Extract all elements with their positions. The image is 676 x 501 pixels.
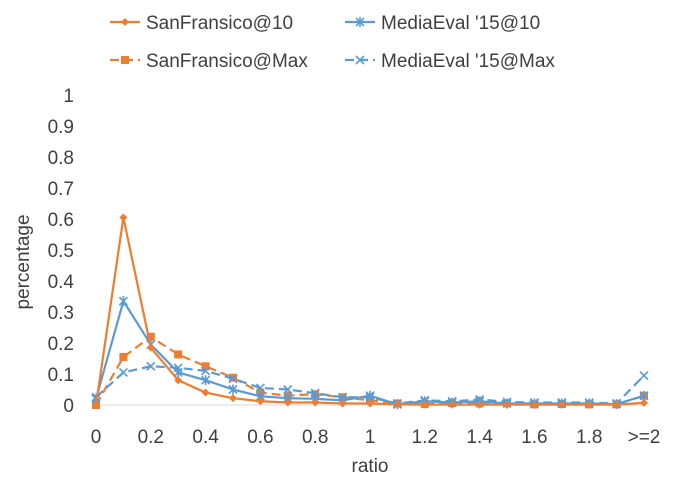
data-point — [146, 361, 156, 371]
data-point — [338, 399, 347, 408]
y-tick-label: 0.7 — [48, 179, 74, 200]
x-tick-label: 1.6 — [521, 427, 547, 448]
x-tick-label: 0.2 — [138, 427, 164, 448]
data-point — [119, 352, 128, 361]
legend-label: MediaEval '15@10 — [381, 13, 540, 34]
data-point — [118, 296, 128, 307]
y-tick-label: 0.4 — [48, 272, 75, 293]
data-point — [503, 400, 511, 409]
data-point — [121, 56, 129, 64]
x-axis-ticks: 0 0.2 0.4 0.6 0.8 1 1.2 1.4 1.6 1.8 >=2 — [91, 427, 661, 448]
legend-entry: MediaEval '15@Max — [345, 51, 555, 72]
data-point — [119, 213, 128, 222]
x-tick-label: 1 — [365, 427, 376, 448]
data-point — [448, 400, 457, 409]
data-point — [256, 397, 265, 406]
data-point — [393, 400, 402, 409]
data-point — [201, 388, 210, 397]
data-point — [283, 398, 292, 407]
y-tick-label: 0.5 — [48, 241, 74, 262]
y-tick-label: 0.2 — [48, 334, 74, 355]
y-tick-label: 0.8 — [48, 148, 74, 169]
y-axis-label: percentage — [13, 214, 34, 309]
x-tick-label: >=2 — [628, 427, 661, 448]
data-point — [475, 400, 484, 409]
data-point — [640, 398, 648, 407]
data-point — [420, 400, 429, 409]
data-point — [228, 374, 238, 384]
data-point — [365, 390, 375, 401]
x-tick-label: 0.4 — [192, 427, 219, 448]
data-point — [92, 401, 100, 409]
data-point — [228, 384, 238, 395]
legend: SanFransico@10 MediaEval '15@10 SanFransic… — [110, 13, 555, 72]
series-layer — [91, 213, 649, 410]
legend-label: MediaEval '15@Max — [381, 51, 555, 72]
series-0 — [92, 213, 648, 409]
data-point — [229, 394, 237, 403]
data-point — [585, 400, 594, 409]
data-point — [355, 55, 365, 65]
x-tick-label: 1.8 — [576, 427, 602, 448]
y-tick-label: 0.3 — [48, 303, 74, 324]
y-tick-label: 0.6 — [48, 210, 74, 231]
legend-entry: MediaEval '15@10 — [345, 13, 540, 34]
data-point — [174, 376, 183, 385]
x-tick-label: 1.4 — [466, 427, 493, 448]
data-point — [201, 366, 211, 376]
legend-label: SanFransico@Max — [146, 51, 308, 72]
data-point — [201, 375, 211, 386]
x-tick-label: 0.6 — [247, 427, 273, 448]
data-point — [612, 400, 621, 409]
data-point — [201, 362, 210, 371]
data-point — [366, 399, 374, 408]
data-point — [255, 383, 265, 393]
data-point — [121, 18, 129, 26]
y-tick-label: 0 — [63, 396, 74, 417]
x-axis-label: ratio — [352, 456, 389, 477]
data-point — [118, 367, 128, 378]
x-tick-label: 0.8 — [302, 427, 328, 448]
y-axis-ticks: 0 0.1 0.2 0.3 0.4 0.5 0.6 0.7 0.8 0.9 1 — [48, 86, 75, 417]
data-point — [530, 400, 539, 409]
data-point — [557, 400, 566, 409]
data-point — [311, 398, 320, 407]
y-tick-label: 0.9 — [48, 117, 74, 138]
legend-entry: SanFransico@10 — [110, 13, 293, 34]
data-point — [355, 17, 365, 27]
data-point — [174, 350, 183, 359]
y-tick-label: 1 — [63, 86, 74, 107]
data-point — [639, 370, 649, 381]
x-tick-label: 1.2 — [412, 427, 438, 448]
data-point — [146, 343, 155, 352]
data-point — [173, 367, 183, 378]
legend-entry: SanFransico@Max — [110, 51, 308, 72]
data-point — [283, 384, 293, 395]
y-tick-label: 0.1 — [48, 365, 74, 386]
x-tick-label: 0 — [91, 427, 102, 448]
legend-label: SanFransico@10 — [146, 13, 293, 34]
data-point — [146, 332, 155, 341]
